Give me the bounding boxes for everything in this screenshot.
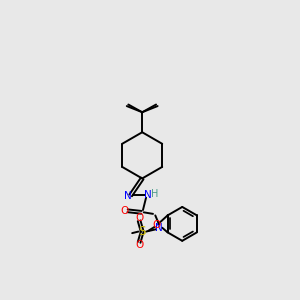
Text: S: S — [139, 225, 146, 238]
Text: H: H — [151, 189, 158, 199]
Text: O: O — [120, 206, 129, 216]
Text: N: N — [124, 191, 131, 201]
Text: N: N — [155, 223, 163, 233]
Text: O: O — [152, 220, 160, 230]
Text: O: O — [135, 214, 143, 224]
Text: O: O — [135, 240, 143, 250]
Text: N: N — [144, 190, 152, 200]
